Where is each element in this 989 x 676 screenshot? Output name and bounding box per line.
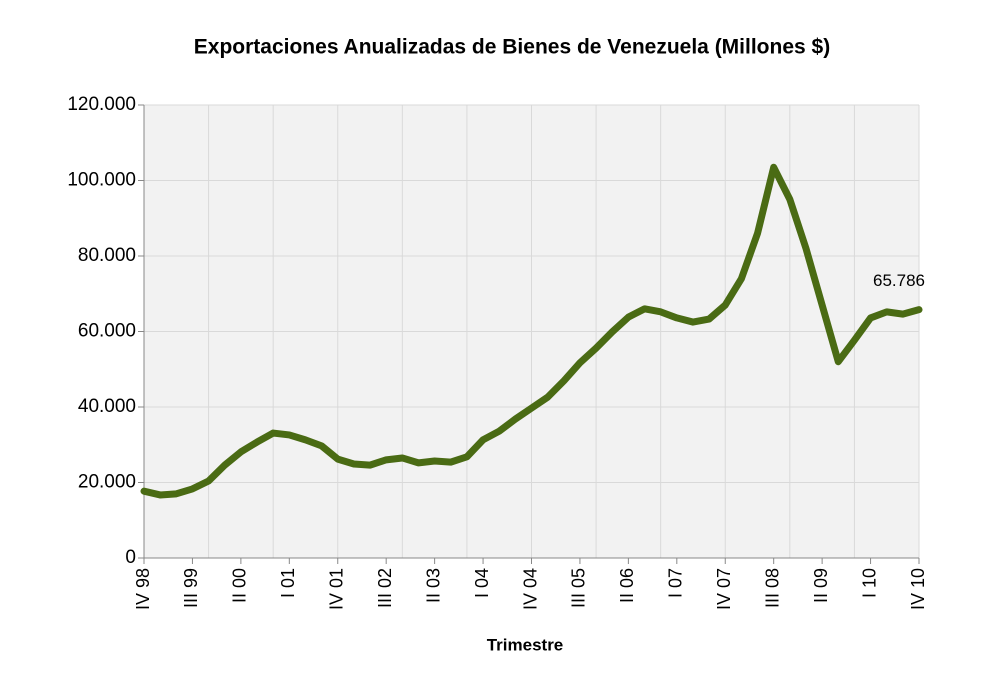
x-tick-label: II 03 <box>423 568 443 603</box>
y-tick-label: 20.000 <box>78 472 136 493</box>
x-tick-label: I 07 <box>666 568 686 598</box>
x-tick-label: III 08 <box>762 568 782 608</box>
y-tick-label: 100.000 <box>67 170 136 191</box>
data-label: 65.786 <box>873 271 925 290</box>
x-tick-label: IV 07 <box>714 568 734 610</box>
y-tick-label: 0 <box>125 547 136 568</box>
y-tick-label: 120.000 <box>67 94 136 115</box>
x-tick-label: IV 10 <box>908 568 928 610</box>
chart-title: Exportaciones Anualizadas de Bienes de V… <box>194 36 830 59</box>
x-tick-label: IV 98 <box>133 568 153 610</box>
x-tick-label: III 99 <box>181 568 201 608</box>
y-tick-label: 80.000 <box>78 245 136 266</box>
x-tick-label: II 09 <box>811 568 831 603</box>
x-tick-label: I 04 <box>472 568 492 598</box>
x-axis-title: Trimestre <box>487 635 564 654</box>
x-tick-label: II 06 <box>617 568 637 603</box>
x-tick-label: I 01 <box>278 568 298 598</box>
x-tick-label: II 00 <box>230 568 250 603</box>
y-tick-label: 60.000 <box>78 321 136 342</box>
y-tick-label: 40.000 <box>78 396 136 417</box>
line-series <box>140 163 923 499</box>
x-tick-label: III 05 <box>569 568 589 608</box>
x-tick-label: IV 04 <box>520 568 540 610</box>
x-tick-label: I 10 <box>859 568 879 598</box>
x-tick-label: IV 01 <box>327 568 347 610</box>
x-tick-label: III 02 <box>375 568 395 608</box>
